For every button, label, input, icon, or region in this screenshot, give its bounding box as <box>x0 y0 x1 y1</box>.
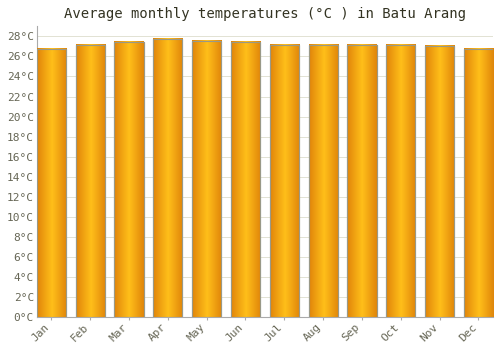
Bar <box>464 49 493 317</box>
Bar <box>270 46 299 317</box>
Bar <box>76 46 104 317</box>
Title: Average monthly temperatures (°C ) in Batu Arang: Average monthly temperatures (°C ) in Ba… <box>64 7 466 21</box>
Bar <box>231 42 260 317</box>
Bar <box>153 39 182 317</box>
Bar <box>36 49 66 317</box>
Bar <box>231 42 260 317</box>
Bar <box>192 41 221 317</box>
Bar <box>308 46 338 317</box>
Bar <box>36 49 66 317</box>
Bar <box>386 46 416 317</box>
Bar <box>114 42 144 317</box>
Bar <box>153 39 182 317</box>
Bar <box>308 46 338 317</box>
Bar <box>348 46 376 317</box>
Bar <box>425 46 454 317</box>
Bar <box>114 42 144 317</box>
Bar <box>270 46 299 317</box>
Bar <box>386 46 416 317</box>
Bar <box>464 49 493 317</box>
Bar <box>192 41 221 317</box>
Bar <box>348 46 376 317</box>
Bar <box>425 46 454 317</box>
Bar <box>76 46 104 317</box>
